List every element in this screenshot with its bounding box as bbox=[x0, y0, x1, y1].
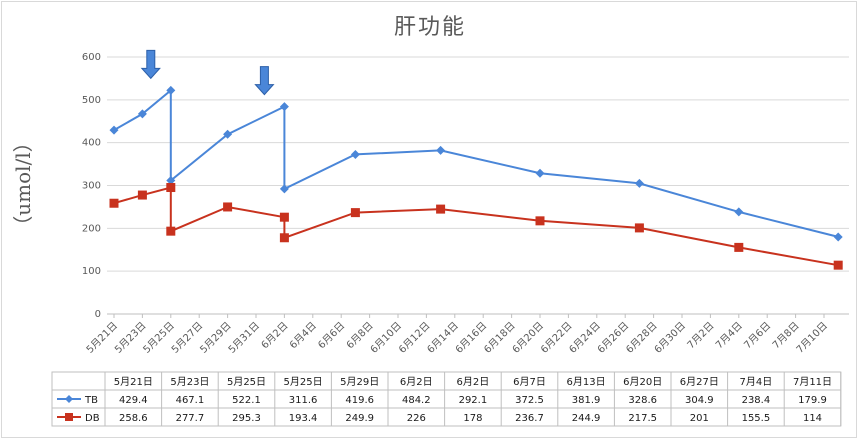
table-value-cell: 295.3 bbox=[232, 413, 261, 424]
x-tick-label: 6月30日 bbox=[652, 320, 688, 356]
x-tick-label: 7月4日 bbox=[713, 320, 745, 352]
legend-marker-DB bbox=[65, 413, 73, 421]
down-arrow-icon bbox=[254, 66, 275, 96]
legend-label-TB: TB bbox=[84, 395, 98, 406]
y-axis-ticks: 0 100 200 300 400 500 600 bbox=[82, 52, 101, 320]
data-point-DB bbox=[436, 204, 446, 214]
table-value-cell: 372.5 bbox=[515, 395, 544, 406]
x-tick-label: 5月31日 bbox=[226, 320, 262, 356]
table-header-cell: 5月25日 bbox=[227, 376, 266, 388]
x-tick-label: 6月2日 bbox=[259, 320, 291, 352]
table-value-cell: 484.2 bbox=[402, 395, 431, 406]
y-tick-label: 400 bbox=[82, 138, 101, 149]
y-tick-label: 300 bbox=[82, 181, 101, 192]
data-point-TB bbox=[166, 176, 176, 186]
legend-label-DB: DB bbox=[85, 413, 100, 424]
table-value-cell: 522.1 bbox=[232, 395, 261, 406]
table-value-cell: 292.1 bbox=[459, 395, 488, 406]
table-value-cell: 226 bbox=[407, 413, 426, 424]
data-point-TB bbox=[350, 149, 360, 159]
data-point-DB bbox=[279, 233, 289, 243]
table-header-cell: 7月4日 bbox=[740, 376, 773, 388]
data-point-DB bbox=[166, 226, 176, 236]
data-point-DB bbox=[535, 216, 545, 226]
table-value-cell: 244.9 bbox=[572, 413, 601, 424]
data-point-DB bbox=[634, 223, 644, 233]
data-point-DB bbox=[223, 202, 233, 212]
data-point-TB bbox=[137, 109, 147, 119]
table-header-cell: 6月2日 bbox=[457, 376, 490, 388]
table-value-cell: 249.9 bbox=[345, 413, 374, 424]
table-value-cell: 277.7 bbox=[176, 413, 205, 424]
table-header-cell: 6月7日 bbox=[513, 376, 546, 388]
table-value-cell: 238.4 bbox=[742, 395, 771, 406]
table-header-cell: 5月23日 bbox=[170, 376, 209, 388]
y-axis-label: （umol/l） bbox=[11, 132, 35, 235]
table-value-cell: 304.9 bbox=[685, 395, 714, 406]
data-point-TB bbox=[279, 102, 289, 112]
gridlines bbox=[107, 56, 849, 315]
table-header-cell: 5月21日 bbox=[114, 376, 153, 388]
data-point-TB bbox=[436, 145, 446, 155]
down-arrow-icon bbox=[140, 49, 161, 80]
x-tick-label: 7月10日 bbox=[794, 320, 830, 356]
data-point-TB bbox=[279, 184, 289, 194]
x-tick-label: 6月6日 bbox=[316, 320, 348, 352]
table-value-cell: 201 bbox=[690, 413, 709, 424]
y-tick-label: 0 bbox=[95, 309, 101, 320]
y-tick-label: 500 bbox=[82, 95, 101, 106]
data-table: 5月21日 5月23日 5月25日 5月25日 5月29日 6月2日 6月2日 6月7日 6月1… bbox=[51, 371, 842, 427]
table-header-cell: 5月29日 bbox=[340, 376, 379, 388]
table-value-cell: 258.6 bbox=[119, 413, 148, 424]
x-tick-label: 6月4日 bbox=[287, 320, 319, 352]
table-value-cell: 328.6 bbox=[628, 395, 657, 406]
data-point-DB bbox=[279, 212, 289, 222]
data-point-DB bbox=[833, 260, 843, 270]
series-line-DB bbox=[113, 186, 839, 267]
table-header-cell: 5月25日 bbox=[284, 376, 323, 388]
series-lines bbox=[109, 85, 843, 270]
y-tick-label: 100 bbox=[82, 266, 101, 277]
data-point-TB bbox=[634, 178, 644, 188]
table-header-cell: 6月20日 bbox=[623, 376, 662, 388]
table-header-cell: 7月11日 bbox=[793, 376, 832, 388]
table-value-cell: 419.6 bbox=[345, 395, 374, 406]
series-line-TB bbox=[113, 88, 839, 238]
data-point-TB bbox=[535, 168, 545, 178]
data-point-DB bbox=[109, 198, 119, 208]
table-value-cell: 217.5 bbox=[628, 413, 657, 424]
y-tick-label: 600 bbox=[82, 52, 101, 63]
table-header-cell: 6月13日 bbox=[567, 376, 606, 388]
legend-marker-TB bbox=[65, 395, 73, 403]
data-point-DB bbox=[166, 183, 176, 193]
data-point-TB bbox=[833, 232, 843, 242]
x-tick-label: 7月6日 bbox=[742, 320, 774, 352]
annotations bbox=[140, 49, 275, 96]
table-value-cell: 114 bbox=[803, 413, 822, 424]
data-point-TB bbox=[109, 125, 119, 135]
data-point-TB bbox=[223, 129, 233, 139]
table-value-cell: 311.6 bbox=[289, 395, 318, 406]
table-value-cell: 236.7 bbox=[515, 413, 544, 424]
data-point-DB bbox=[137, 190, 147, 200]
table-value-cell: 429.4 bbox=[119, 395, 148, 406]
table-value-cell: 193.4 bbox=[289, 413, 318, 424]
table-value-cell: 467.1 bbox=[176, 395, 205, 406]
data-point-DB bbox=[734, 242, 744, 252]
table-value-cell: 155.5 bbox=[742, 413, 771, 424]
table-header-cell: 6月2日 bbox=[400, 376, 433, 388]
x-tick-label: 7月2日 bbox=[685, 320, 717, 352]
data-point-DB bbox=[350, 208, 360, 218]
data-point-TB bbox=[166, 85, 176, 95]
data-point-TB bbox=[734, 207, 744, 217]
y-tick-label: 200 bbox=[82, 223, 101, 234]
table-value-cell: 178 bbox=[463, 413, 482, 424]
table-header-cell: 6月27日 bbox=[680, 376, 719, 388]
table-value-cell: 179.9 bbox=[798, 395, 827, 406]
x-axis-ticks: 5月21日5月23日5月25日5月27日5月29日5月31日6月2日6月4日6月… bbox=[84, 314, 830, 356]
chart-title: 肝功能 bbox=[394, 15, 466, 40]
table-value-cell: 381.9 bbox=[572, 395, 601, 406]
